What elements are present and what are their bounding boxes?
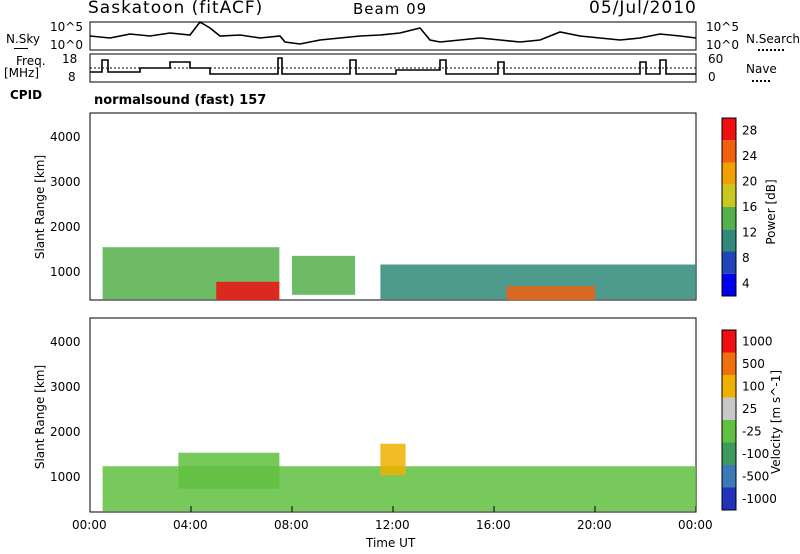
freq-left-tick-bottom: 8	[68, 70, 76, 84]
power-cbar-tick-label: 16	[742, 200, 757, 214]
vel-cbar-tick-label: 100	[742, 379, 765, 393]
noise-panel-frame	[89, 21, 697, 51]
power-panel-frame	[89, 112, 697, 301]
nave-label: Nave	[746, 62, 777, 76]
x-axis-label: Time UT	[366, 536, 416, 550]
power-ylabel: Slant Range [km]	[33, 154, 47, 260]
power-colorbar-label: Power [dB]	[764, 179, 778, 245]
power-cbar-swatch	[722, 184, 736, 207]
vel-cbar-frame	[721, 329, 737, 511]
freq-left-tick-top: 18	[62, 52, 78, 66]
x-tick-label: 00:00	[72, 518, 107, 532]
velocity-colorbar: 1000 500 100 25 -25 -100 -500 -1000	[721, 329, 777, 511]
date-label: 05/Jul/2010	[589, 0, 697, 18]
nsky-label: N.Sky	[6, 32, 41, 46]
freq-unit-label: [MHz]	[4, 66, 40, 80]
vel-cbar-swatch	[722, 420, 736, 443]
power-cbar-swatch	[722, 207, 736, 230]
velocity-ytick-3000: 3000	[50, 380, 81, 394]
noise-right-tick-top: 10^5	[706, 20, 739, 34]
freq-label: Freq.	[16, 54, 46, 68]
vel-cbar-tick-label: -25	[742, 424, 762, 438]
velocity-ylabel: Slant Range [km]	[33, 364, 47, 470]
power-cbar-tick-label: 12	[742, 225, 757, 239]
nave-line	[752, 80, 770, 82]
x-axis-ticks: 00:00 04:00 08:00 12:00 16:00 20:00 00:00	[72, 506, 713, 532]
power-cbar-tick-label: 8	[742, 251, 750, 265]
velocity-heatmap	[102, 443, 696, 512]
cpid-label: CPID	[10, 88, 43, 102]
power-cbar-swatch	[722, 118, 736, 141]
power-cbar-frame	[721, 117, 737, 297]
vel-cbar-swatch	[722, 352, 736, 375]
x-tick-label: 04:00	[173, 518, 208, 532]
freq-line	[90, 57, 696, 75]
vel-cbar-swatch	[722, 397, 736, 420]
noise-line	[89, 20, 697, 45]
x-tick-label: 20:00	[577, 518, 612, 532]
noise-left-tick-top: 10^5	[50, 20, 83, 34]
nsearch-label: N.Search	[746, 32, 800, 46]
heatmap-band	[216, 281, 280, 300]
beam-label: Beam 09	[353, 0, 428, 18]
vel-cbar-swatch	[722, 375, 736, 398]
power-cbar-tick-label: 20	[742, 175, 757, 189]
x-tick-label: 12:00	[375, 518, 410, 532]
power-cbar-swatch	[722, 229, 736, 252]
freq-panel-frame	[89, 53, 697, 83]
power-ytick-1000: 1000	[50, 265, 81, 279]
velocity-ytick-2000: 2000	[50, 425, 81, 439]
velocity-colorbar-label: Velocity [m s^-1]	[769, 369, 783, 475]
vel-cbar-tick-label: -500	[742, 469, 769, 483]
vel-cbar-tick-label: 25	[742, 402, 757, 416]
power-cbar-swatch	[722, 251, 736, 274]
power-cbar-tick-label: 4	[742, 276, 750, 290]
vel-cbar-swatch	[722, 487, 736, 510]
power-colorbar: 28 24 20 16 12 8 4	[721, 117, 757, 297]
vel-cbar-swatch	[722, 442, 736, 465]
vel-cbar-tick-label: 1000	[742, 334, 773, 348]
power-cbar-tick-label: 28	[742, 124, 757, 138]
freq-right-tick-bottom: 0	[708, 70, 716, 84]
x-tick-label: 16:00	[476, 518, 511, 532]
velocity-ytick-4000: 4000	[50, 335, 81, 349]
vel-cbar-tick-label: -100	[742, 447, 769, 461]
nsearch-line	[758, 49, 784, 51]
vel-cbar-swatch	[722, 330, 736, 353]
heatmap-band	[506, 286, 595, 300]
x-tick-label: 08:00	[274, 518, 309, 532]
heatmap-band	[292, 255, 356, 295]
heatmap-band	[380, 443, 406, 476]
power-cbar-swatch	[722, 273, 736, 296]
power-cbar-swatch	[722, 162, 736, 185]
noise-right-tick-bottom: 10^0	[706, 38, 739, 52]
power-ytick-2000: 2000	[50, 220, 81, 234]
cpid-text: normalsound (fast) 157	[94, 93, 267, 108]
power-ytick-4000: 4000	[50, 130, 81, 144]
power-cbar-tick-label: 24	[742, 149, 757, 163]
vel-cbar-tick-label: -1000	[742, 492, 777, 506]
vel-cbar-tick-label: 500	[742, 357, 765, 371]
nsky-line	[14, 48, 28, 49]
x-tick-label: 00:00	[678, 518, 713, 532]
power-heatmap	[102, 247, 696, 300]
freq-right-tick-top: 60	[708, 52, 724, 66]
chart-title: Saskatoon (fitACF)	[88, 0, 264, 18]
velocity-ytick-1000: 1000	[50, 470, 81, 484]
power-ytick-3000: 3000	[50, 175, 81, 189]
vel-cbar-swatch	[722, 465, 736, 488]
power-cbar-swatch	[722, 140, 736, 163]
heatmap-band	[178, 452, 280, 489]
noise-left-tick-bottom: 10^0	[50, 38, 83, 52]
